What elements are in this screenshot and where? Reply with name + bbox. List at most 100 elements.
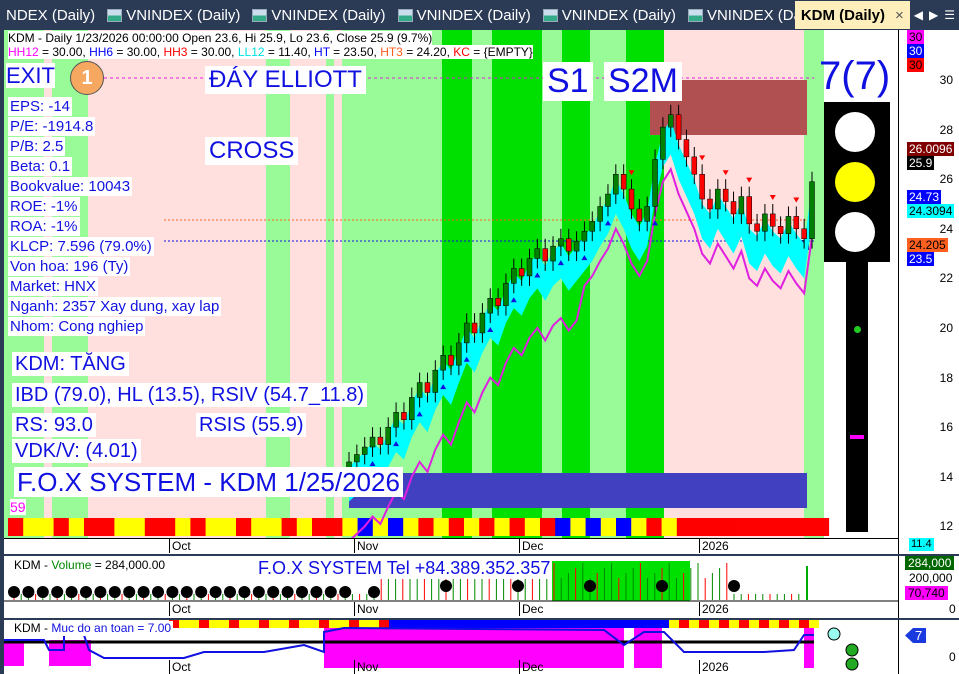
candle[interactable] (511, 268, 517, 284)
date-tick: Nov (354, 602, 378, 616)
tab-6[interactable]: KDM (Daily) × (794, 1, 910, 29)
fundamental-item: EPS: -14 (8, 97, 73, 116)
candle[interactable] (683, 139, 690, 158)
buy-arrow-icon (463, 356, 470, 362)
candle[interactable] (526, 258, 533, 277)
traffic-light-bottom (835, 212, 875, 252)
candle[interactable] (801, 228, 807, 239)
candle[interactable] (770, 213, 776, 227)
candle[interactable] (479, 312, 486, 334)
candle[interactable] (667, 114, 674, 128)
vdk-label: VDK/V: (4.01) (12, 439, 141, 463)
candle[interactable] (660, 126, 666, 160)
sell-arrow-icon (628, 170, 635, 176)
candle[interactable] (487, 297, 494, 314)
volume-marker (512, 580, 524, 592)
candle[interactable] (777, 226, 784, 235)
volume-marker (252, 586, 265, 598)
volume-marker (440, 580, 452, 592)
candle[interactable] (730, 201, 737, 215)
candle[interactable] (565, 238, 572, 252)
candle[interactable] (620, 173, 627, 190)
fundamental-item: Von hoa: 196 (Ty) (8, 257, 131, 276)
candle[interactable] (722, 188, 729, 202)
candle[interactable] (738, 196, 745, 215)
candle[interactable] (644, 206, 650, 222)
candle[interactable] (361, 446, 368, 455)
signal-strip-cell (464, 518, 480, 536)
price-badge: 24.3094 (907, 204, 955, 218)
candle[interactable] (503, 283, 509, 306)
candle[interactable] (550, 245, 556, 262)
candle[interactable] (573, 240, 580, 252)
candle[interactable] (432, 369, 439, 393)
tab-3[interactable]: VNINDEX (Daily) (392, 1, 537, 29)
safety-strip-cell (449, 620, 459, 628)
candle[interactable] (628, 188, 635, 210)
candle[interactable] (385, 426, 391, 445)
candle[interactable] (424, 382, 431, 393)
candle[interactable] (746, 196, 752, 225)
indicator-name: HH3 (163, 45, 188, 59)
candle[interactable] (495, 297, 501, 306)
scroll-right-icon[interactable]: ▶ (929, 8, 939, 22)
tab-label: VNINDEX (Daily) (561, 6, 676, 24)
candle[interactable] (675, 114, 682, 140)
close-icon[interactable]: × (895, 6, 904, 24)
tab-5[interactable]: VNINDEX (Daily) (682, 1, 795, 29)
candle[interactable] (652, 159, 658, 207)
candle[interactable] (793, 216, 800, 230)
tab-list-icon[interactable]: ☰ (944, 8, 955, 22)
candle[interactable] (377, 436, 384, 445)
ibd-label: IBD (79.0), HL (13.5), RSIV (54.7_11.8) (12, 383, 368, 407)
volume-marker (123, 586, 136, 598)
candle[interactable] (809, 181, 815, 239)
volume-marker (368, 586, 380, 598)
candle[interactable] (518, 268, 525, 277)
safety-strip-cell (549, 620, 559, 628)
candle[interactable] (354, 454, 360, 463)
tab-1[interactable]: VNINDEX (Daily) (101, 1, 246, 29)
candle[interactable] (409, 397, 415, 421)
safety-pane[interactable]: KDM - Muc do an toan = 7.00 Oct Nov Dec 202… (4, 620, 898, 674)
tab-2[interactable]: VNINDEX (Daily) (246, 1, 391, 29)
candle[interactable] (471, 322, 478, 334)
safety-strip-cell (269, 620, 279, 628)
candle[interactable] (613, 173, 619, 195)
candle[interactable] (691, 156, 698, 175)
signal-strip-cell (631, 518, 647, 536)
safety-strip-cell (679, 620, 689, 628)
candle[interactable] (369, 436, 376, 448)
tab-0[interactable]: NDEX (Daily) (0, 1, 101, 29)
candle[interactable] (393, 412, 399, 428)
candle[interactable] (416, 382, 423, 398)
volume-pane[interactable]: KDM - Volume = 284,000.00 F.O.X SYSTEM T… (4, 556, 898, 618)
candle[interactable] (534, 248, 541, 259)
candle[interactable] (558, 238, 564, 247)
candle[interactable] (762, 213, 768, 232)
candle[interactable] (597, 206, 603, 222)
price-pane[interactable]: KDM - Daily 1/23/2026 00:00:00 Open 23.6… (4, 30, 898, 538)
candle[interactable] (754, 223, 760, 232)
candle[interactable] (785, 216, 792, 235)
candle[interactable] (401, 412, 407, 421)
signal-strip-cell (251, 518, 267, 536)
candle[interactable] (440, 355, 446, 371)
volume-marker (281, 586, 294, 598)
candle[interactable] (699, 173, 705, 200)
scroll-left-icon[interactable]: ◀ (913, 8, 923, 22)
price-badge: 24.73 (907, 190, 942, 204)
volume-marker (267, 586, 280, 598)
candle[interactable] (636, 208, 643, 222)
candle[interactable] (581, 231, 588, 242)
candle[interactable] (715, 188, 721, 210)
candle[interactable] (542, 248, 548, 262)
tab-4[interactable]: VNINDEX (Daily) (537, 1, 682, 29)
price-tick: 14 (939, 469, 953, 484)
candle[interactable] (707, 198, 713, 210)
candle[interactable] (605, 193, 611, 207)
candle[interactable] (448, 355, 454, 366)
candle[interactable] (463, 322, 470, 344)
candle[interactable] (589, 221, 596, 232)
candle[interactable] (456, 342, 462, 366)
